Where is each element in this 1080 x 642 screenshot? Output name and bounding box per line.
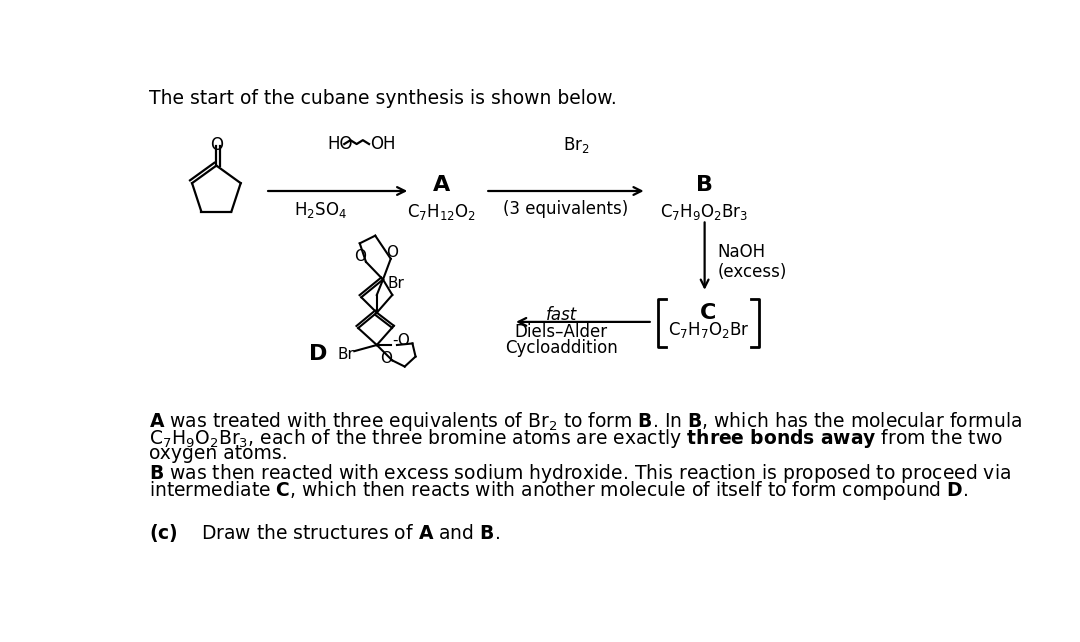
Text: Br: Br [388, 277, 405, 291]
Text: Br: Br [337, 347, 354, 361]
Text: $\mathbf{A}$ was treated with three equivalents of Br$_2$ to form $\mathbf{B}$. : $\mathbf{A}$ was treated with three equi… [149, 410, 1022, 433]
Text: NaOH
(excess): NaOH (excess) [718, 243, 787, 281]
Text: D: D [309, 344, 327, 364]
Text: fast: fast [545, 306, 577, 324]
Text: O: O [387, 245, 399, 260]
Text: A: A [432, 175, 449, 195]
Text: C$_7$H$_9$O$_2$Br$_3$, each of the three bromine atoms are exactly $\mathbf{thre: C$_7$H$_9$O$_2$Br$_3$, each of the three… [149, 427, 1002, 449]
Text: Br$_2$: Br$_2$ [564, 135, 590, 155]
Text: Diels–Alder: Diels–Alder [515, 324, 608, 342]
Text: H$_2$SO$_4$: H$_2$SO$_4$ [295, 200, 348, 220]
Text: B: B [697, 175, 713, 195]
Text: C$_7$H$_{12}$O$_2$: C$_7$H$_{12}$O$_2$ [406, 202, 475, 221]
Text: $\mathbf{(c)}$    Draw the structures of $\mathbf{A}$ and $\mathbf{B}$.: $\mathbf{(c)}$ Draw the structures of $\… [149, 522, 500, 544]
Text: OH: OH [369, 135, 395, 153]
Text: C$_7$H$_7$O$_2$Br: C$_7$H$_7$O$_2$Br [667, 320, 750, 340]
Text: O: O [354, 249, 366, 264]
Text: (3 equivalents): (3 equivalents) [503, 200, 629, 218]
Text: Cycloaddition: Cycloaddition [504, 339, 618, 357]
Text: O: O [380, 351, 392, 367]
Text: intermediate $\mathbf{C}$, which then reacts with another molecule of itself to : intermediate $\mathbf{C}$, which then re… [149, 479, 969, 502]
Text: oxygen atoms.: oxygen atoms. [149, 444, 287, 462]
Text: C: C [700, 302, 717, 323]
Text: The start of the cubane synthesis is shown below.: The start of the cubane synthesis is sho… [149, 89, 617, 108]
Text: $\mathbf{B}$ was then reacted with excess sodium hydroxide. This reaction is pro: $\mathbf{B}$ was then reacted with exces… [149, 462, 1011, 485]
Text: C$_7$H$_9$O$_2$Br$_3$: C$_7$H$_9$O$_2$Br$_3$ [661, 202, 748, 221]
Text: O: O [210, 136, 222, 154]
Text: HO: HO [327, 135, 353, 153]
Text: -O: -O [392, 333, 410, 348]
